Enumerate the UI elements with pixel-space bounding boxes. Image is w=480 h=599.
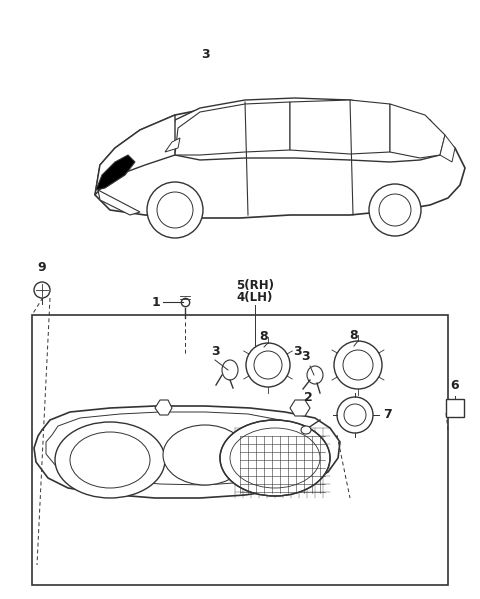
Ellipse shape [163,425,247,485]
Ellipse shape [301,426,311,434]
Polygon shape [98,190,140,215]
Text: 8: 8 [260,330,268,343]
Polygon shape [165,138,180,152]
Circle shape [157,192,193,228]
Polygon shape [290,400,310,416]
Polygon shape [155,400,172,415]
Polygon shape [170,98,445,162]
Bar [32,315,448,585]
Text: 3: 3 [300,350,309,363]
Circle shape [34,282,50,298]
Circle shape [369,184,421,236]
Polygon shape [34,406,340,498]
Text: 3: 3 [294,345,302,358]
Text: 3: 3 [202,48,210,61]
Text: 2: 2 [304,391,312,404]
Text: 6: 6 [451,379,459,392]
Circle shape [246,343,290,387]
Text: 9: 9 [38,261,46,274]
Ellipse shape [55,422,165,498]
Circle shape [337,397,373,433]
Text: 4(LH): 4(LH) [237,292,273,304]
Polygon shape [96,155,135,190]
Text: 1: 1 [151,295,160,308]
Polygon shape [290,100,390,154]
Text: 5(RH): 5(RH) [236,279,274,292]
Circle shape [147,182,203,238]
Polygon shape [95,115,175,195]
Text: 7: 7 [383,409,392,422]
Circle shape [254,351,282,379]
Text: 8: 8 [350,329,358,342]
Polygon shape [175,102,290,155]
Circle shape [334,341,382,389]
Bar [446,399,464,417]
Ellipse shape [307,366,323,384]
Polygon shape [390,104,445,158]
Polygon shape [95,102,465,218]
Circle shape [344,404,366,426]
Text: 3: 3 [211,345,219,358]
Ellipse shape [222,360,238,380]
Circle shape [379,194,411,226]
Polygon shape [440,135,455,162]
Circle shape [343,350,373,380]
Ellipse shape [220,420,330,496]
